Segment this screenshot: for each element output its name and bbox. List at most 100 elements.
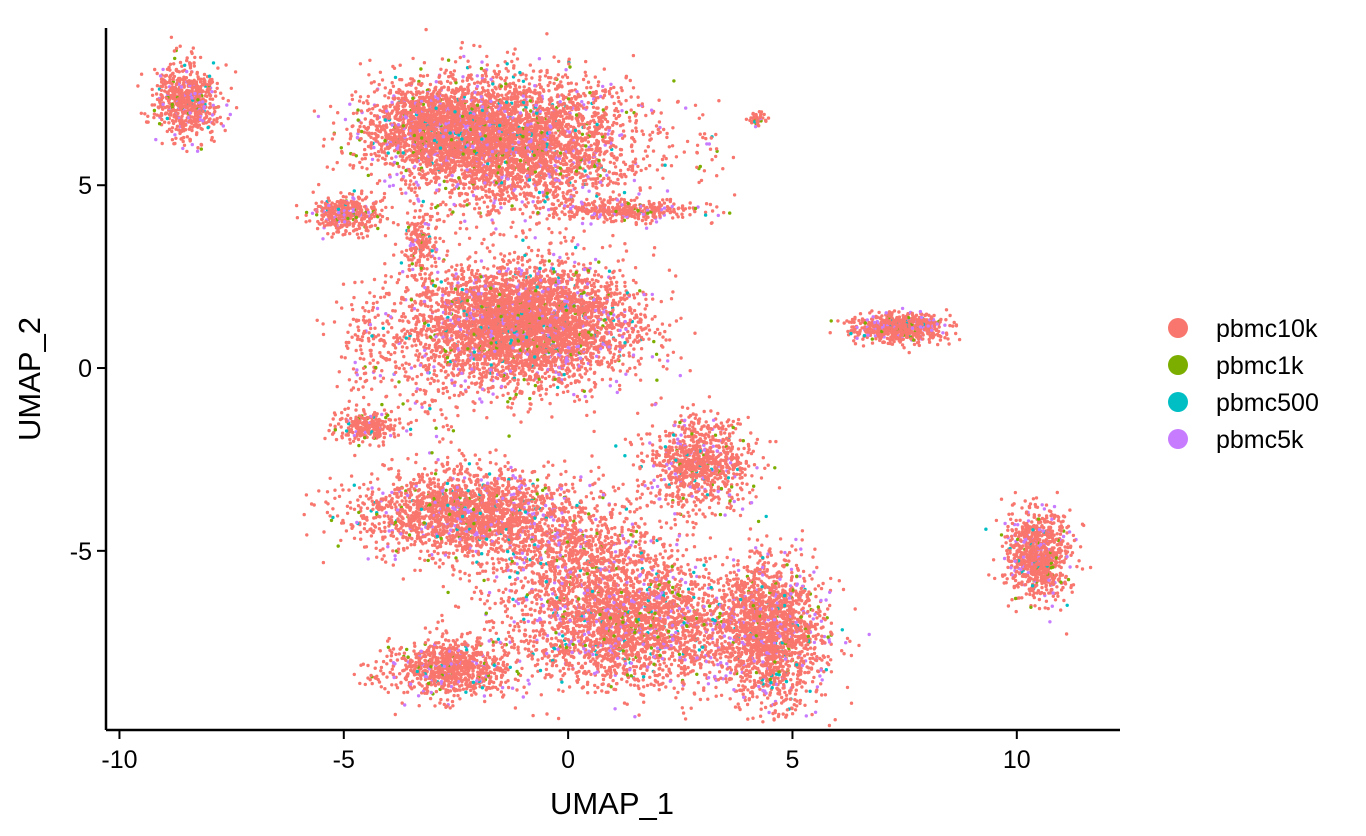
scatter-point — [190, 96, 194, 100]
scatter-point — [594, 182, 598, 186]
scatter-point — [415, 130, 419, 134]
scatter-point — [359, 129, 364, 134]
scatter-point — [197, 123, 201, 127]
scatter-point — [584, 59, 588, 64]
scatter-point — [580, 221, 585, 226]
scatter-point — [153, 67, 157, 72]
scatter-point — [355, 111, 359, 115]
scatter-point — [545, 32, 549, 36]
scatter-point — [170, 109, 174, 113]
scatter-point — [615, 121, 619, 126]
scatter-point — [476, 186, 480, 190]
scatter-point — [185, 95, 189, 100]
scatter-point — [200, 127, 204, 131]
scatter-point — [167, 101, 171, 105]
scatter-point — [487, 112, 491, 116]
scatter-point — [474, 123, 479, 127]
scatter-point — [174, 82, 179, 86]
scatter-point — [464, 121, 468, 126]
scatter-point — [545, 106, 550, 111]
scatter-point — [457, 176, 461, 180]
scatter-point — [186, 108, 190, 113]
scatter-point — [348, 163, 352, 167]
scatter-point — [387, 184, 392, 188]
scatter-point — [598, 153, 602, 157]
scatter-point — [188, 64, 193, 69]
scatter-point — [438, 202, 443, 207]
scatter-point — [461, 212, 466, 217]
scatter-point — [592, 134, 596, 139]
scatter-point — [461, 147, 465, 151]
scatter-point — [510, 59, 514, 64]
scatter-point — [461, 75, 465, 79]
scatter-point — [391, 163, 395, 167]
scatter-point — [472, 43, 476, 48]
scatter-point — [396, 223, 400, 227]
scatter-point — [528, 215, 533, 219]
scatter-point — [210, 113, 215, 117]
scatter-point — [616, 177, 620, 182]
scatter-point — [609, 86, 613, 91]
scatter-point — [528, 228, 532, 232]
scatter-point — [504, 93, 508, 97]
scatter-point — [505, 62, 509, 66]
scatter-point — [589, 143, 593, 148]
scatter-point — [429, 179, 433, 183]
scatter-point — [162, 82, 166, 86]
scatter-point — [574, 190, 579, 195]
scatter-point — [543, 144, 547, 148]
scatter-point — [606, 176, 610, 181]
scatter-point — [201, 109, 205, 114]
scatter-point — [433, 180, 438, 185]
scatter-point — [570, 89, 574, 93]
scatter-point — [524, 197, 529, 201]
scatter-point — [398, 63, 402, 67]
scatter-point — [437, 183, 442, 187]
scatter-point — [380, 135, 384, 140]
scatter-point — [599, 150, 603, 154]
scatter-point — [195, 72, 199, 76]
scatter-point — [603, 88, 607, 92]
scatter-point — [438, 113, 443, 117]
scatter-point — [395, 102, 399, 107]
scatter-point — [553, 163, 557, 168]
scatter-point — [480, 126, 484, 130]
scatter-point — [422, 108, 427, 113]
scatter-point — [557, 134, 561, 138]
scatter-point — [434, 106, 438, 110]
scatter-point — [215, 120, 219, 124]
scatter-point — [161, 107, 165, 111]
scatter-point — [207, 117, 212, 122]
scatter-point — [150, 93, 155, 98]
scatter-point — [394, 125, 398, 129]
scatter-point — [377, 154, 381, 158]
scatter-point — [362, 153, 367, 157]
scatter-point — [426, 132, 430, 136]
scatter-point — [510, 204, 514, 208]
scatter-point — [401, 131, 406, 135]
scatter-point — [185, 69, 189, 74]
scatter-point — [393, 75, 398, 80]
scatter-point — [348, 102, 352, 106]
scatter-point — [226, 116, 230, 121]
scatter-point — [169, 35, 174, 39]
scatter-point — [548, 149, 552, 153]
scatter-point — [418, 74, 423, 78]
scatter-point — [139, 111, 143, 116]
scatter-point — [417, 151, 421, 155]
scatter-point — [472, 186, 476, 190]
scatter-point — [418, 162, 422, 166]
scatter-point — [413, 186, 418, 190]
scatter-point — [165, 116, 169, 121]
scatter-point — [407, 167, 411, 172]
scatter-point — [502, 182, 507, 186]
scatter-point — [513, 83, 518, 88]
scatter-point — [396, 117, 401, 122]
scatter-point — [510, 97, 515, 101]
scatter-point — [178, 131, 182, 136]
scatter-point — [404, 83, 409, 87]
scatter-point — [531, 69, 536, 73]
scatter-point — [195, 111, 200, 116]
scatter-point — [527, 157, 531, 161]
scatter-point — [465, 198, 470, 202]
